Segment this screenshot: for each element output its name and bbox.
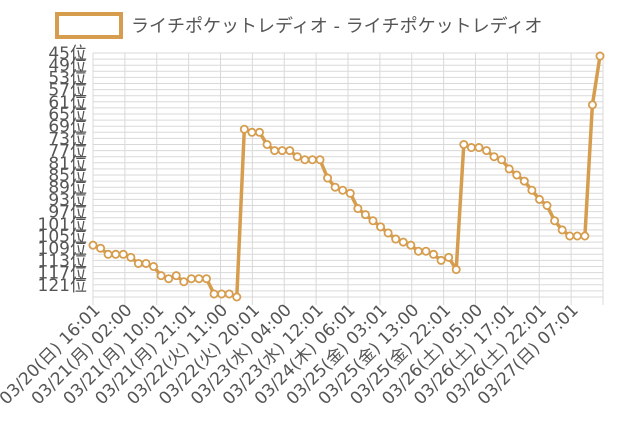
data-point <box>164 274 174 284</box>
data-point <box>474 143 484 153</box>
data-point <box>96 243 106 253</box>
data-point <box>292 152 302 162</box>
data-point <box>232 292 242 302</box>
y-tick-label: 77位 <box>48 142 87 162</box>
y-tick-label: 89位 <box>48 178 87 198</box>
data-point <box>171 271 181 281</box>
data-point <box>307 155 317 165</box>
y-tick-label: 53位 <box>48 68 87 88</box>
y-tick-label: 117位 <box>38 264 87 284</box>
data-point <box>254 127 264 137</box>
data-point <box>239 124 249 134</box>
y-tick-label: 93位 <box>48 190 87 210</box>
data-point <box>285 146 295 156</box>
data-point <box>542 200 552 210</box>
data-point <box>141 258 151 268</box>
data-point <box>429 249 439 259</box>
data-point <box>330 182 340 192</box>
data-point <box>497 155 507 165</box>
data-point <box>587 100 597 110</box>
data-point <box>224 289 234 299</box>
data-point <box>466 143 476 153</box>
data-point <box>383 228 393 238</box>
data-point <box>444 252 454 262</box>
data-point <box>323 173 333 183</box>
data-point <box>550 216 560 226</box>
legend-label: ライチポケットレディオ - ライチポケットレディオ <box>131 16 542 37</box>
y-tick-label: 61位 <box>48 93 87 113</box>
data-point <box>565 231 575 241</box>
series <box>88 51 605 302</box>
y-tick-label: 121位 <box>38 276 87 296</box>
data-point <box>360 210 370 220</box>
data-point <box>421 246 431 256</box>
data-point <box>118 249 128 259</box>
data-point <box>451 265 461 275</box>
data-point <box>277 146 287 156</box>
y-tick-label: 49位 <box>48 56 87 76</box>
y-tick-label: 73位 <box>48 129 87 149</box>
data-point <box>194 274 204 284</box>
data-point <box>459 139 469 149</box>
data-point <box>534 194 544 204</box>
data-point <box>186 274 196 284</box>
grid <box>92 52 604 305</box>
y-tick-label: 45位 <box>48 44 87 64</box>
data-point <box>338 185 348 195</box>
y-tick-label: 105位 <box>38 227 87 247</box>
data-point <box>111 249 121 259</box>
data-point <box>512 170 522 180</box>
data-point <box>103 249 113 259</box>
y-tick-label: 69位 <box>48 117 87 137</box>
data-point <box>489 152 499 162</box>
data-point <box>413 246 423 256</box>
data-point <box>436 255 446 265</box>
data-point <box>345 188 355 198</box>
data-point <box>398 237 408 247</box>
data-point <box>126 252 136 262</box>
data-point <box>88 240 98 250</box>
y-tick-label: 57位 <box>48 81 87 101</box>
data-point <box>519 176 529 186</box>
data-point <box>595 51 605 61</box>
data-point <box>133 258 143 268</box>
data-point <box>217 289 227 299</box>
data-point <box>179 277 189 287</box>
data-point <box>580 231 590 241</box>
data-point <box>149 261 159 271</box>
legend: ライチポケットレディオ - ライチポケットレディオ <box>55 12 542 39</box>
y-tick-label: 65位 <box>48 105 87 125</box>
data-point <box>481 146 491 156</box>
legend-swatch <box>55 12 123 39</box>
y-tick-label: 81位 <box>48 154 87 174</box>
data-point <box>270 146 280 156</box>
data-point <box>572 231 582 241</box>
data-point <box>391 234 401 244</box>
data-point <box>557 225 567 235</box>
data-point <box>527 185 537 195</box>
data-point <box>504 164 514 174</box>
data-point <box>202 274 212 284</box>
y-tick-label: 109位 <box>38 239 87 259</box>
y-tick-label: 113位 <box>38 251 87 271</box>
data-point <box>300 155 310 165</box>
y-axis: 45位49位53位57位61位65位69位73位77位81位85位89位93位9… <box>38 44 87 296</box>
data-point <box>406 240 416 250</box>
data-point <box>247 127 257 137</box>
data-point <box>376 222 386 232</box>
y-tick-label: 85位 <box>48 166 87 186</box>
data-point <box>209 289 219 299</box>
y-tick-label: 101位 <box>38 215 87 235</box>
data-point <box>156 271 166 281</box>
y-tick-label: 97位 <box>48 203 87 223</box>
data-point <box>368 216 378 226</box>
data-point <box>315 155 325 165</box>
data-point <box>353 204 363 214</box>
data-point <box>262 139 272 149</box>
